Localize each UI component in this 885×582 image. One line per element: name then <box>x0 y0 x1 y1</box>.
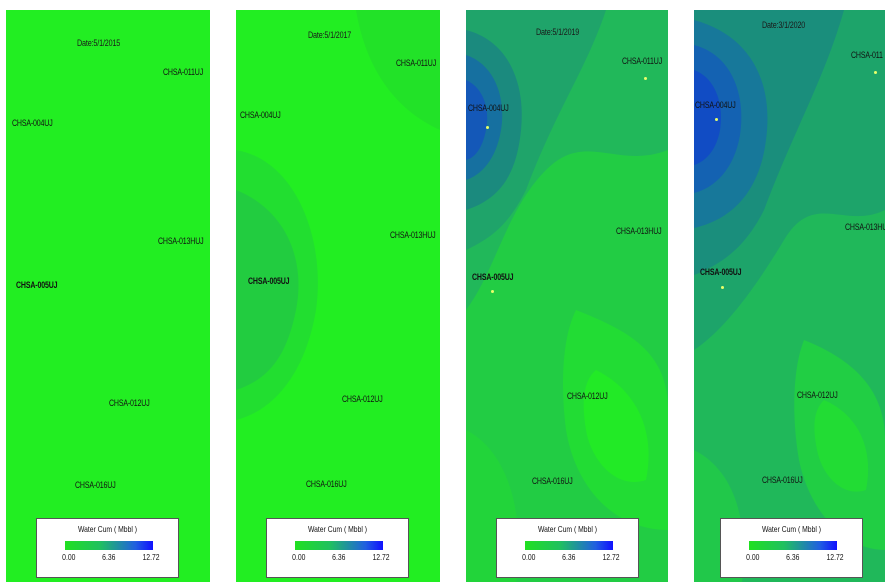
well-label: CHSA-011 <box>851 50 883 60</box>
date-label: Date:5/1/2015 <box>77 38 121 48</box>
legend-min: 0.00 <box>746 553 760 562</box>
well-label: CHSA-013HUJ <box>158 236 204 246</box>
well-label: CHSA-013HUJ <box>390 230 436 240</box>
well-label: CHSA-004UJ <box>695 100 736 110</box>
well-label: CHSA-005UJ <box>472 272 514 282</box>
well-label: CHSA-005UJ <box>248 276 290 286</box>
legend-title: Water Cum ( Mbbl ) <box>537 525 598 534</box>
contour-map <box>6 10 210 582</box>
well-label: CHSA-004UJ <box>12 118 53 128</box>
date-label: Date:5/1/2019 <box>536 27 580 37</box>
legend-color-bar <box>749 541 837 550</box>
legend-color-bar <box>525 541 613 550</box>
well-label: CHSA-005UJ <box>16 280 58 290</box>
contour-map <box>236 10 440 582</box>
well-label: CHSA-016UJ <box>532 476 573 486</box>
well-label: CHSA-004UJ <box>468 103 509 113</box>
well-label: CHSA-013HU <box>845 222 885 232</box>
legend-color-bar <box>295 541 383 550</box>
legend-min: 0.00 <box>292 553 306 562</box>
well-marker <box>486 126 489 129</box>
map-panel-2017: Date:5/1/2017 CHSA-011UJ CHSA-004UJ CHSA… <box>236 10 440 582</box>
well-label: CHSA-016UJ <box>306 479 347 489</box>
legend-title: Water Cum ( Mbbl ) <box>307 525 368 534</box>
legend-min: 0.00 <box>522 553 536 562</box>
legend-color-bar <box>65 541 153 550</box>
well-marker <box>491 290 494 293</box>
legend-max: 12.72 <box>602 553 620 562</box>
well-marker <box>715 118 718 121</box>
well-label: CHSA-004UJ <box>240 110 281 120</box>
color-legend: Water Cum ( Mbbl ) 0.00 6.36 12.72 <box>36 518 179 578</box>
well-label: CHSA-012UJ <box>342 394 383 404</box>
legend-max: 12.72 <box>826 553 844 562</box>
legend-mid: 6.36 <box>562 553 576 562</box>
contour-map <box>466 10 668 582</box>
well-marker <box>644 77 647 80</box>
well-label: CHSA-013HUJ <box>616 226 662 236</box>
map-panel-2019: Date:5/1/2019 CHSA-011UJ CHSA-004UJ CHSA… <box>466 10 668 582</box>
legend-mid: 6.36 <box>786 553 800 562</box>
well-label: CHSA-016UJ <box>75 480 116 490</box>
contour-map <box>694 10 885 582</box>
map-panel-2020: Date:3/1/2020 CHSA-011 CHSA-004UJ CHSA-0… <box>694 10 885 582</box>
well-marker <box>721 286 724 289</box>
date-label: Date:5/1/2017 <box>308 30 352 40</box>
legend-mid: 6.36 <box>102 553 116 562</box>
legend-title: Water Cum ( Mbbl ) <box>761 525 822 534</box>
well-label: CHSA-011UJ <box>622 56 663 66</box>
map-panel-2015: Date:5/1/2015 CHSA-011UJ CHSA-004UJ CHSA… <box>6 10 210 582</box>
well-label: CHSA-012UJ <box>567 391 608 401</box>
legend-mid: 6.36 <box>332 553 346 562</box>
color-legend: Water Cum ( Mbbl ) 0.00 6.36 12.72 <box>496 518 639 578</box>
legend-title: Water Cum ( Mbbl ) <box>77 525 138 534</box>
well-marker <box>874 71 877 74</box>
well-label: CHSA-016UJ <box>762 475 803 485</box>
legend-max: 12.72 <box>142 553 160 562</box>
well-label: CHSA-005UJ <box>700 267 742 277</box>
legend-min: 0.00 <box>62 553 76 562</box>
legend-max: 12.72 <box>372 553 390 562</box>
well-label: CHSA-012UJ <box>797 390 838 400</box>
color-legend: Water Cum ( Mbbl ) 0.00 6.36 12.72 <box>266 518 409 578</box>
well-label: CHSA-012UJ <box>109 398 150 408</box>
well-label: CHSA-011UJ <box>396 58 437 68</box>
color-legend: Water Cum ( Mbbl ) 0.00 6.36 12.72 <box>720 518 863 578</box>
well-label: CHSA-011UJ <box>163 67 204 77</box>
date-label: Date:3/1/2020 <box>762 20 806 30</box>
